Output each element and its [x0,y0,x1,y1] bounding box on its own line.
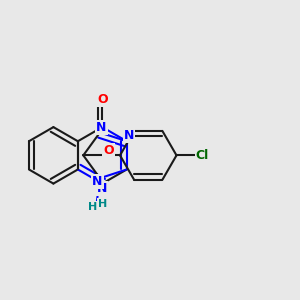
Text: H: H [88,202,97,212]
Text: O: O [97,93,108,106]
Text: O: O [103,143,114,157]
Text: Cl: Cl [196,149,209,162]
Text: H: H [98,199,107,209]
Text: N: N [124,129,134,142]
Text: N: N [97,182,107,195]
Text: N: N [92,175,103,188]
Text: N: N [96,121,106,134]
